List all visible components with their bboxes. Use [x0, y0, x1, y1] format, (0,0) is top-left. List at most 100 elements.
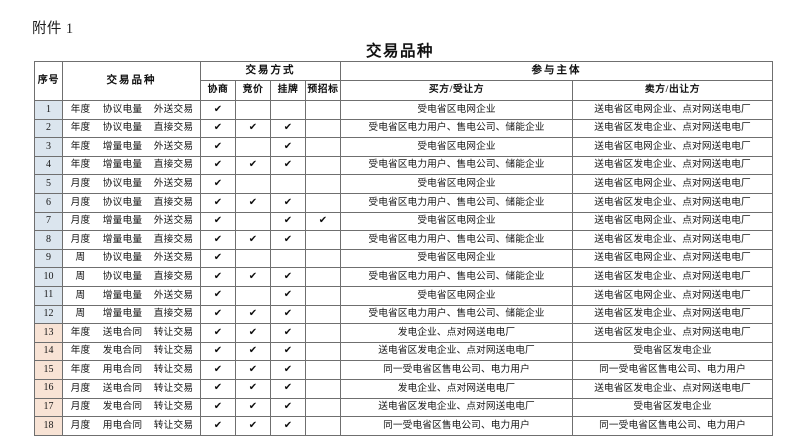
cell-mode-pretender	[305, 360, 341, 380]
row-seq: 17	[34, 397, 63, 418]
cell-mode-negotiation: ✔	[200, 378, 236, 399]
cell-buyer: 受电省区电力用户、售电公司、储能企业	[340, 304, 573, 325]
cell-mode-listing: ✔	[270, 118, 306, 139]
cell-mode-negotiation: ✔	[200, 192, 236, 213]
cell-mode-negotiation: ✔	[200, 416, 236, 436]
variety-kind: 发电合同	[102, 401, 143, 413]
variety-period: 月度	[70, 178, 91, 190]
cell-mode-bidding: ✔	[235, 192, 271, 213]
row-seq: 12	[34, 304, 63, 325]
row-seq: 11	[34, 285, 63, 306]
row-variety: 月度 增量电量 外送交易	[62, 211, 201, 232]
cell-mode-bidding: ✔	[235, 267, 271, 287]
row-seq: 5	[34, 174, 63, 194]
row-seq: 2	[34, 118, 63, 139]
row-seq: 18	[34, 416, 63, 436]
cell-buyer: 发电企业、点对网送电电厂	[340, 378, 573, 399]
cell-mode-bidding	[235, 211, 271, 232]
cell-mode-negotiation: ✔	[200, 174, 236, 194]
variety-period: 周	[75, 271, 86, 283]
variety-period: 年度	[70, 122, 91, 134]
variety-kind: 协议电量	[102, 252, 143, 264]
cell-seller: 受电省区发电企业	[572, 341, 773, 362]
cell-buyer: 受电省区电网企业	[340, 248, 573, 269]
row-variety: 月度 增量电量 直接交易	[62, 230, 201, 250]
cell-mode-listing	[270, 100, 306, 120]
header-participants-group: 参与主体	[340, 61, 773, 81]
cell-mode-pretender	[305, 285, 341, 306]
cell-mode-negotiation: ✔	[200, 137, 236, 157]
cell-mode-bidding	[235, 174, 271, 194]
variety-period: 年度	[70, 140, 91, 152]
row-seq: 6	[34, 192, 63, 213]
cell-buyer: 受电省区电力用户、售电公司、储能企业	[340, 230, 573, 250]
table-row: 16 月度 送电合同 转让交易 ✔ ✔ ✔ 发电企业、点对网送电电厂 送电省区发电企业、点对网送…	[34, 378, 773, 399]
variety-mode: 转让交易	[153, 382, 194, 394]
variety-period: 月度	[70, 233, 91, 245]
page-title: 交易品种	[365, 43, 434, 60]
variety-mode: 转让交易	[153, 364, 194, 376]
cell-buyer: 受电省区电网企业	[340, 211, 573, 232]
row-variety: 月度 协议电量 直接交易	[62, 192, 201, 213]
cell-mode-bidding: ✔	[235, 155, 271, 176]
table-row: 5 月度 协议电量 外送交易 ✔ 受电省区电网企业 送电省区电网企业、点对网送电电厂	[34, 174, 773, 194]
row-variety: 周 协议电量 外送交易	[62, 248, 201, 269]
variety-period: 年度	[70, 326, 91, 338]
cell-buyer: 同一受电省区售电公司、电力用户	[340, 416, 573, 436]
cell-mode-listing: ✔	[270, 137, 306, 157]
variety-mode: 直接交易	[153, 271, 194, 283]
cell-mode-pretender	[305, 397, 341, 418]
cell-seller: 送电省区发电企业、点对网送电电厂	[572, 323, 773, 343]
variety-mode: 转让交易	[153, 419, 194, 431]
row-seq: 14	[34, 341, 63, 362]
cell-mode-bidding: ✔	[235, 118, 271, 139]
variety-kind: 增量电量	[102, 289, 143, 301]
cell-mode-listing: ✔	[270, 323, 306, 343]
variety-period: 年度	[70, 103, 91, 115]
variety-period: 周	[75, 289, 86, 301]
header-seller: 卖方/出让方	[572, 80, 773, 101]
cell-mode-pretender	[305, 304, 341, 325]
row-variety: 年度 协议电量 外送交易	[62, 100, 201, 120]
cell-mode-pretender	[305, 155, 341, 176]
variety-kind: 送电合同	[102, 382, 143, 394]
variety-kind: 发电合同	[102, 345, 143, 357]
table-row: 18 月度 用电合同 转让交易 ✔ ✔ ✔ 同一受电省区售电公司、电力用户 同一受电省区售电公司…	[34, 416, 773, 436]
cell-mode-listing: ✔	[270, 230, 306, 250]
header-mode-pretender: 预招标	[305, 80, 341, 101]
variety-mode: 直接交易	[153, 308, 194, 320]
cell-seller: 同一受电省区售电公司、电力用户	[572, 416, 773, 436]
cell-mode-bidding: ✔	[235, 378, 271, 399]
row-seq: 8	[34, 230, 63, 250]
table-row: 2 年度 协议电量 直接交易 ✔ ✔ ✔ 受电省区电力用户、售电公司、储能企业 送电省区发电企业…	[34, 118, 773, 139]
row-variety: 年度 增量电量 外送交易	[62, 137, 201, 157]
cell-mode-listing	[270, 174, 306, 194]
variety-kind: 增量电量	[102, 233, 143, 245]
cell-seller: 送电省区电网企业、点对网送电电厂	[572, 248, 773, 269]
cell-mode-bidding	[235, 137, 271, 157]
cell-mode-bidding	[235, 248, 271, 269]
header-seq: 序号	[34, 61, 63, 101]
cell-mode-listing: ✔	[270, 155, 306, 176]
header-mode-bidding: 竞价	[235, 80, 271, 101]
row-variety: 周 协议电量 直接交易	[62, 267, 201, 287]
cell-mode-pretender	[305, 341, 341, 362]
cell-mode-negotiation: ✔	[200, 118, 236, 139]
cell-mode-bidding: ✔	[235, 230, 271, 250]
variety-period: 周	[75, 252, 86, 264]
variety-mode: 转让交易	[153, 401, 194, 413]
table-row: 13 年度 送电合同 转让交易 ✔ ✔ ✔ 发电企业、点对网送电电厂 送电省区发电企业、点对网送…	[34, 323, 773, 343]
cell-buyer: 同一受电省区售电公司、电力用户	[340, 360, 573, 380]
table-row: 6 月度 协议电量 直接交易 ✔ ✔ ✔ 受电省区电力用户、售电公司、储能企业 送电省区发电企业…	[34, 192, 773, 213]
cell-mode-listing: ✔	[270, 285, 306, 306]
variety-period: 年度	[70, 364, 91, 376]
cell-mode-negotiation: ✔	[200, 100, 236, 120]
header-trading-mode-group: 交易方式	[200, 61, 341, 81]
row-variety: 年度 增量电量 直接交易	[62, 155, 201, 176]
cell-mode-negotiation: ✔	[200, 248, 236, 269]
cell-seller: 送电省区发电企业、点对网送电电厂	[572, 267, 773, 287]
cell-seller: 送电省区发电企业、点对网送电电厂	[572, 304, 773, 325]
cell-mode-negotiation: ✔	[200, 230, 236, 250]
variety-mode: 外送交易	[153, 140, 194, 152]
